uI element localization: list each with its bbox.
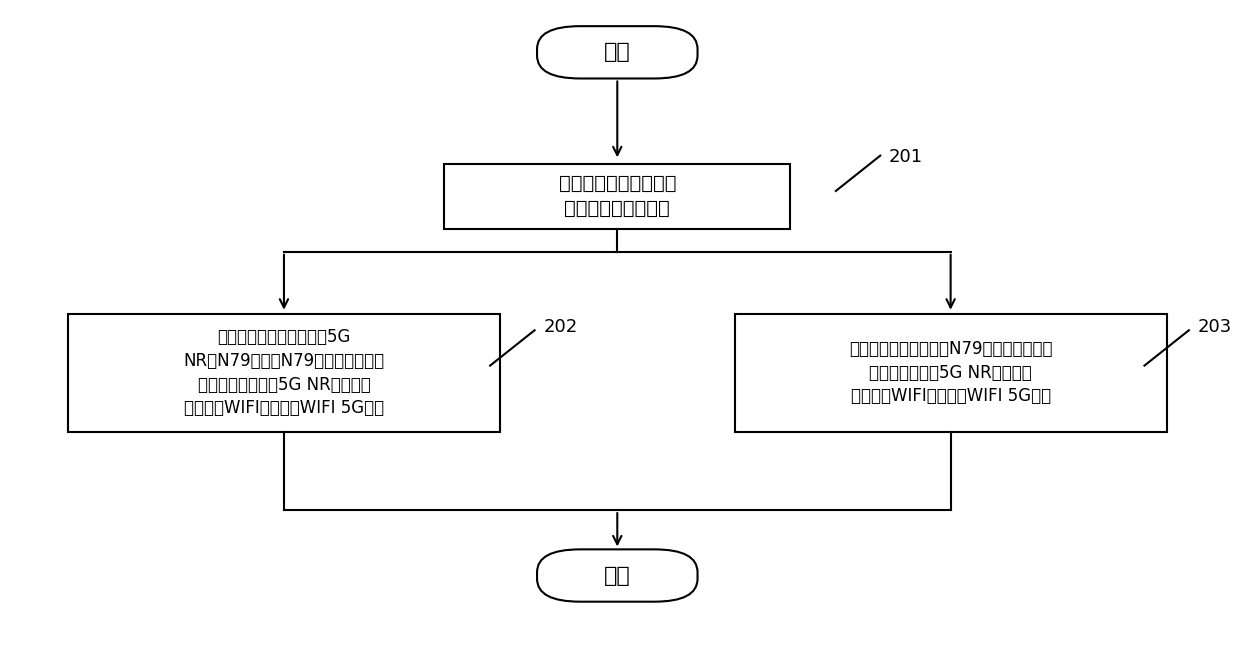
Text: 在空口环境信道包括支持5G
NR中N79频段的N79信道的情况下，
通过空口天线传输5G NR信号，并
通过第二WIFI天线传输WIFI 5G信号: 在空口环境信道包括支持5G NR中N79频段的N79信道的情况下， 通过空口天线… [184,328,384,417]
FancyBboxPatch shape [444,164,790,229]
FancyBboxPatch shape [537,549,698,602]
FancyBboxPatch shape [734,314,1167,432]
FancyBboxPatch shape [68,314,500,432]
Text: 202: 202 [543,318,578,336]
Text: 确定移动终端当前传输
信号的空口环境信道: 确定移动终端当前传输 信号的空口环境信道 [558,174,676,218]
Text: 开始: 开始 [604,43,631,62]
Text: 203: 203 [1198,318,1231,336]
FancyBboxPatch shape [537,26,698,78]
Text: 201: 201 [889,148,923,166]
Text: 结束: 结束 [604,566,631,585]
Text: 在空口环境信道不包括N79信道的情况下，
过空口天线传输5G NR信号，并
通过第一WIFI天线传输WIFI 5G信号: 在空口环境信道不包括N79信道的情况下， 过空口天线传输5G NR信号，并 通过… [849,340,1053,405]
